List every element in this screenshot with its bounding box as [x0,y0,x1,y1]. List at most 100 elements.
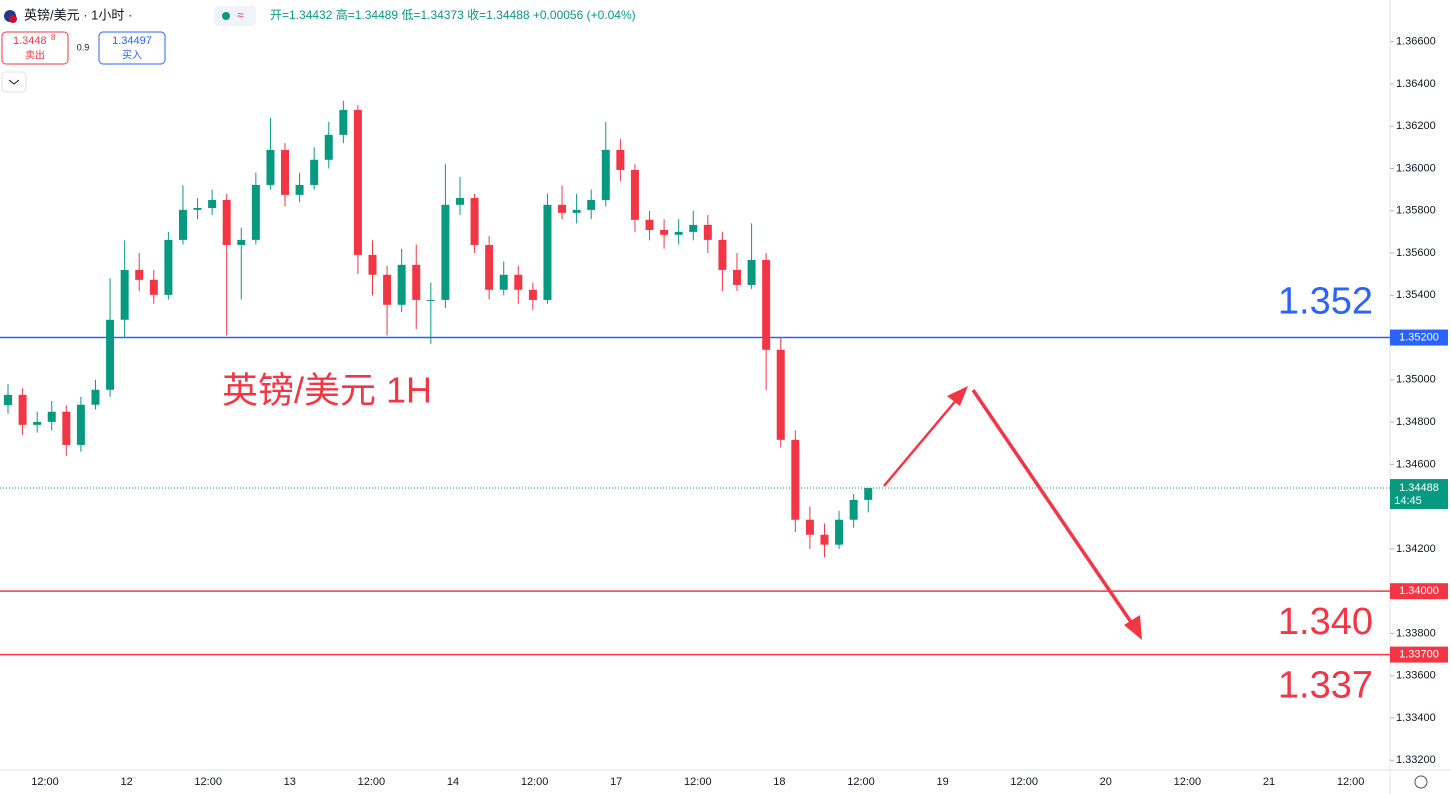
x-tick-label: 12:00 [1010,776,1038,788]
x-tick-label: 12:00 [1337,776,1365,788]
x-tick-label: 12:00 [31,776,59,788]
candle-body [426,299,435,301]
candle-body [4,394,12,406]
candle-body [164,239,173,295]
y-tick-label: 1.35400 [1396,289,1436,301]
candle-body [106,319,115,390]
arrows [883,386,1142,640]
level-note: 1.340 [1278,601,1373,643]
y-tick-label: 1.34600 [1396,458,1436,470]
candle-body [310,159,319,185]
candle-body [62,411,71,445]
y-tick-label: 1.33600 [1396,670,1436,682]
y-tick-label: 1.35600 [1396,247,1436,259]
y-tick-label: 1.36600 [1396,36,1436,48]
candle-body [835,519,844,545]
candle-body [193,207,202,210]
candle-body [178,209,187,240]
candle-body [747,259,756,285]
candle-body [222,199,231,245]
last-price-bg [1390,479,1448,510]
symbol: 英镑/美元 · 1小时 · [24,7,132,22]
candle-body [718,239,727,270]
settings-icon[interactable] [1414,775,1428,789]
candle-body [528,289,537,300]
x-tick-label: 12:00 [358,776,386,788]
buy-label: 买入 [122,50,142,62]
candle-body [353,109,362,255]
spread: 0.9 [77,42,90,52]
candle-body [18,394,27,425]
sell-price-sup: 8 [51,33,56,42]
x-tick-label: 12:00 [194,776,222,788]
y-tick-label: 1.36200 [1396,120,1436,132]
candle-body [703,224,712,240]
collapse-button[interactable] [1,71,27,93]
level-label: 1.33700 [1399,649,1439,661]
status-badge[interactable] [214,6,256,26]
candle-body [383,274,392,305]
y-tick-label: 1.35000 [1396,374,1436,386]
candle-body [266,149,275,185]
candle-body [412,264,421,300]
buy-price: 1.34497 [112,35,152,47]
candle-body [149,279,158,295]
candle-body [33,421,42,425]
y-tick-label: 1.33800 [1396,627,1436,639]
y-tick-label: 1.34200 [1396,543,1436,555]
candle-body [251,184,260,240]
candle-body [455,198,464,205]
svg-text:≈: ≈ [237,8,244,22]
candle-body [47,411,56,422]
x-tick-label: 21 [1263,776,1275,788]
x-tick-label: 19 [936,776,948,788]
candle-body [339,109,348,135]
sell-button[interactable] [1,31,69,65]
y-tick-label: 1.36400 [1396,78,1436,90]
x-tick-label: 14 [447,776,459,788]
x-tick-label: 12:00 [847,776,875,788]
candle-body [120,269,129,320]
level-note: 1.352 [1278,281,1373,323]
header: 英镑/美元 · 1小时 · ≈ 开=1.34432 高=1.34489 低=1.… [1,6,636,93]
candle-body [572,209,581,213]
candle-body [485,244,494,290]
candle-body [733,269,741,285]
candle-body [762,259,771,350]
level-label-bg [1390,329,1448,346]
candle-body [76,404,85,445]
candle-body [630,169,639,220]
candle-body [587,199,596,210]
candle-body [849,499,858,520]
candle-body [514,274,523,290]
level-note: 1.337 [1278,665,1373,707]
x-tick-label: 12 [120,776,132,788]
countdown: 14:45 [1394,495,1422,507]
sell-label: 卖出 [25,49,45,62]
level-label: 1.35200 [1399,331,1439,343]
y-tick-label: 1.34800 [1396,416,1436,428]
level-label: 1.34000 [1399,585,1439,597]
candle-body [791,439,800,520]
candle-body [135,269,144,280]
level-label-bg [1390,583,1448,600]
candle-body [645,219,654,230]
candle-body [237,239,246,245]
candle-body [368,254,377,275]
candle-body [820,534,829,545]
candle-body [805,519,814,535]
sell-price: 1.3448 [13,35,47,47]
y-tick-label: 1.35800 [1396,205,1436,217]
candle-body [295,184,304,195]
candle-body [689,224,698,232]
candle-body [543,204,552,300]
candle-body [324,134,333,160]
candle-body [776,349,785,440]
candle-body [499,274,508,290]
candle-body [558,204,567,213]
candle-body [674,231,683,235]
y-tick-label: 1.33200 [1396,754,1436,766]
candle-body [91,389,100,405]
buy-button[interactable] [98,31,166,65]
